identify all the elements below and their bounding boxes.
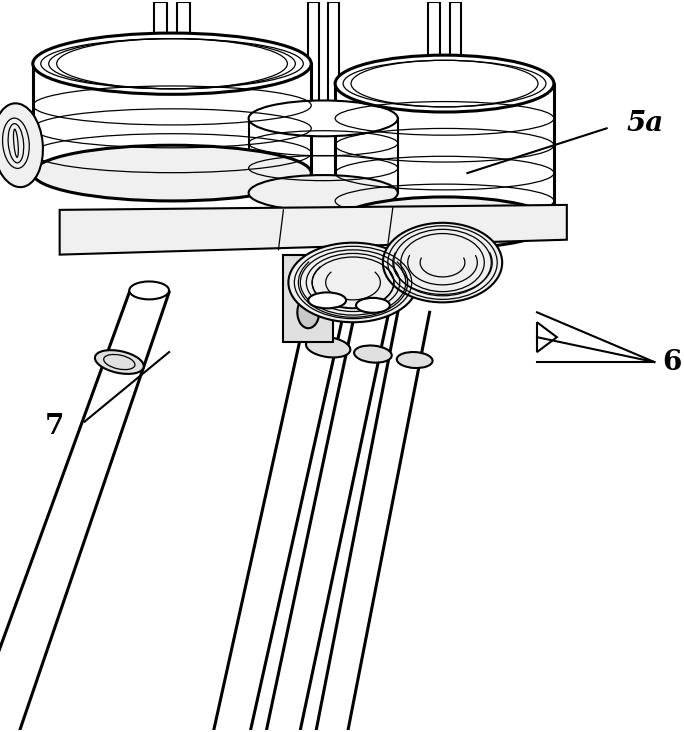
Polygon shape (0, 292, 169, 730)
Ellipse shape (397, 352, 432, 368)
Ellipse shape (95, 350, 144, 374)
Ellipse shape (308, 292, 346, 308)
Polygon shape (328, 2, 339, 203)
Ellipse shape (335, 197, 554, 249)
Ellipse shape (33, 145, 311, 201)
Polygon shape (316, 313, 430, 730)
Polygon shape (177, 2, 190, 173)
Polygon shape (335, 83, 554, 223)
Text: 5a: 5a (627, 110, 663, 137)
Polygon shape (283, 255, 333, 342)
Ellipse shape (33, 33, 311, 94)
Ellipse shape (248, 175, 398, 211)
Ellipse shape (289, 243, 418, 322)
Ellipse shape (129, 282, 169, 299)
Ellipse shape (298, 296, 319, 328)
Polygon shape (248, 119, 398, 193)
Polygon shape (308, 2, 319, 203)
Text: 6: 6 (662, 348, 682, 376)
Polygon shape (451, 2, 462, 203)
Ellipse shape (0, 103, 43, 187)
Polygon shape (60, 205, 567, 255)
Polygon shape (154, 2, 167, 173)
Ellipse shape (354, 346, 392, 362)
Ellipse shape (306, 337, 350, 357)
Polygon shape (33, 64, 311, 173)
Ellipse shape (248, 100, 398, 136)
Polygon shape (214, 302, 346, 730)
Ellipse shape (356, 298, 390, 313)
Polygon shape (428, 2, 440, 203)
Ellipse shape (383, 223, 502, 302)
Text: 7: 7 (44, 413, 64, 440)
Polygon shape (267, 307, 390, 730)
Ellipse shape (335, 55, 554, 112)
